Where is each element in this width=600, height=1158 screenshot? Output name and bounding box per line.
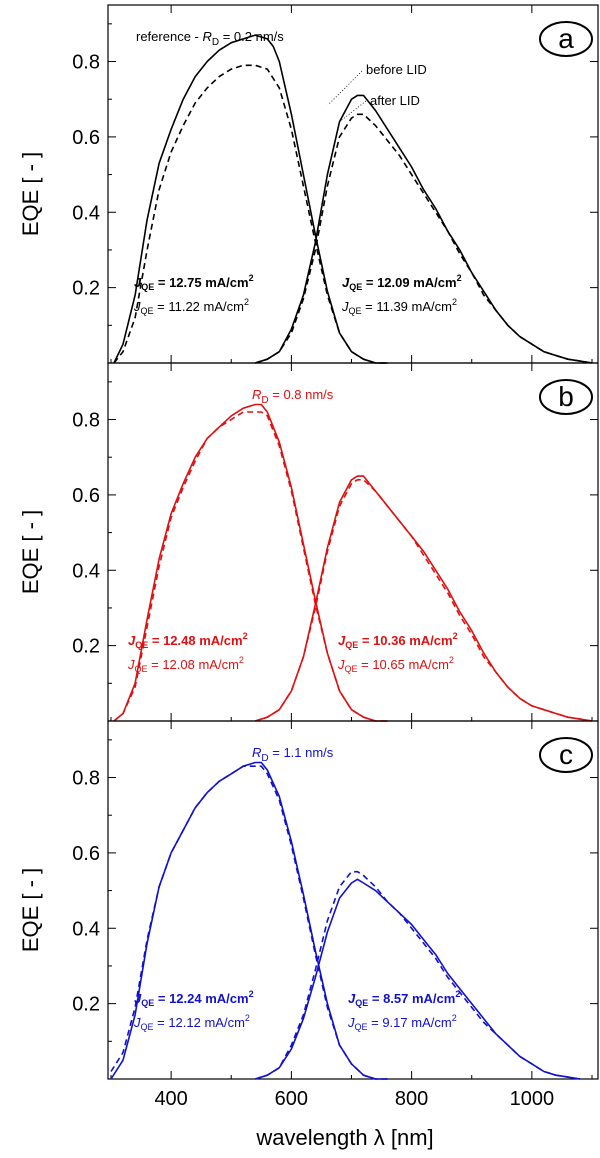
- series-line-dashed: [255, 479, 593, 722]
- y-tick-label: 0.2: [72, 636, 100, 658]
- panel-title: RD = 0.8 nm/s: [252, 387, 334, 406]
- panel-b: 0.2 0.4 0.6 0.8 EQE [ - ] b RD = 0.8 nm/s JQE =…: [18, 362, 599, 722]
- y-tick-label: 0.8: [72, 768, 100, 790]
- legend-before-lid: before LID: [366, 62, 427, 77]
- series-line-dashed: [255, 113, 593, 364]
- jqe-annotation: JQE = 12.75 mA/cm2: [134, 273, 254, 292]
- y-axis-title: EQE [ - ]: [18, 868, 43, 952]
- panel-letter: b: [558, 381, 574, 412]
- panel-letter: c: [559, 739, 573, 770]
- panel-letter: a: [558, 23, 574, 54]
- y-tick-label: 0.4: [72, 202, 100, 224]
- jqe-annotation: JQE = 12.09 mA/cm2: [342, 273, 462, 292]
- y-tick-label: 0.8: [72, 410, 100, 432]
- panel-title: reference - RD = 0.2 nm/s: [136, 29, 284, 48]
- y-tick-label: 0.2: [72, 994, 100, 1016]
- jqe-annotation: JQE = 10.36 mA/cm2: [338, 631, 458, 650]
- panel-c: 0.2 0.4 0.6 0.8 400 600 800 1000 EQE [ - ] c RD = …: [18, 720, 599, 1110]
- x-tick-label: 800: [395, 1088, 428, 1110]
- jqe-annotation: JQE = 12.24 mA/cm2: [134, 989, 254, 1008]
- y-tick-label: 0.8: [72, 52, 100, 74]
- x-tick-label: 400: [154, 1088, 187, 1110]
- series-line-solid: [113, 34, 388, 364]
- y-tick-label: 0.6: [72, 485, 100, 507]
- series-line-solid: [255, 94, 593, 364]
- series-line-solid: [255, 475, 593, 722]
- legend-after-lid: after LID: [370, 93, 420, 108]
- x-axis-title: wavelength λ [nm]: [255, 1125, 433, 1150]
- series-line-dashed: [255, 870, 581, 1080]
- plot-frame: [107, 720, 599, 1080]
- y-tick-label: 0.6: [72, 127, 100, 149]
- jqe-annotation: JQE = 10.65 mA/cm2: [337, 655, 454, 674]
- series-line-solid: [113, 403, 388, 722]
- jqe-annotation: JQE = 11.22 mA/cm2: [133, 297, 249, 316]
- jqe-annotation: JQE = 12.48 mA/cm2: [128, 631, 248, 650]
- y-tick-label: 0.4: [72, 918, 100, 940]
- y-tick-label: 0.4: [72, 560, 100, 582]
- series-line-dashed: [113, 411, 388, 722]
- series-line-dashed: [110, 765, 388, 1080]
- panel-title: RD = 1.1 nm/s: [252, 745, 334, 764]
- y-axis-title: EQE [ - ]: [18, 152, 43, 236]
- y-tick-label: 0.2: [72, 278, 100, 300]
- y-tick-label: 0.6: [72, 843, 100, 865]
- jqe-annotation: JQE = 12.08 mA/cm2: [127, 655, 244, 674]
- panel-letter-badge: [539, 737, 593, 773]
- panel-letter-badge: [539, 21, 593, 57]
- legend-leader: [327, 70, 363, 106]
- panel-a: 0.2 0.4 0.6 0.8 EQE [ - ] a reference - RD = 0…: [18, 4, 599, 364]
- panels: 0.2 0.4 0.6 0.8 EQE [ - ] a reference - RD = 0…: [18, 4, 599, 1110]
- panel-letter-badge: [539, 379, 593, 415]
- jqe-annotation: JQE = 9.17 mA/cm2: [347, 1013, 457, 1032]
- jqe-annotation: JQE = 12.12 mA/cm2: [133, 1013, 250, 1032]
- y-axis-title: EQE [ - ]: [18, 510, 43, 594]
- series-line-dashed: [113, 64, 388, 364]
- jqe-annotation: JQE = 11.39 mA/cm2: [341, 297, 457, 316]
- series-line-solid: [255, 878, 581, 1080]
- x-tick-label: 1000: [510, 1088, 555, 1110]
- jqe-annotation: JQE = 8.57 mA/cm2: [348, 989, 460, 1008]
- legend-leader: [337, 100, 367, 124]
- x-tick-label: 600: [275, 1088, 308, 1110]
